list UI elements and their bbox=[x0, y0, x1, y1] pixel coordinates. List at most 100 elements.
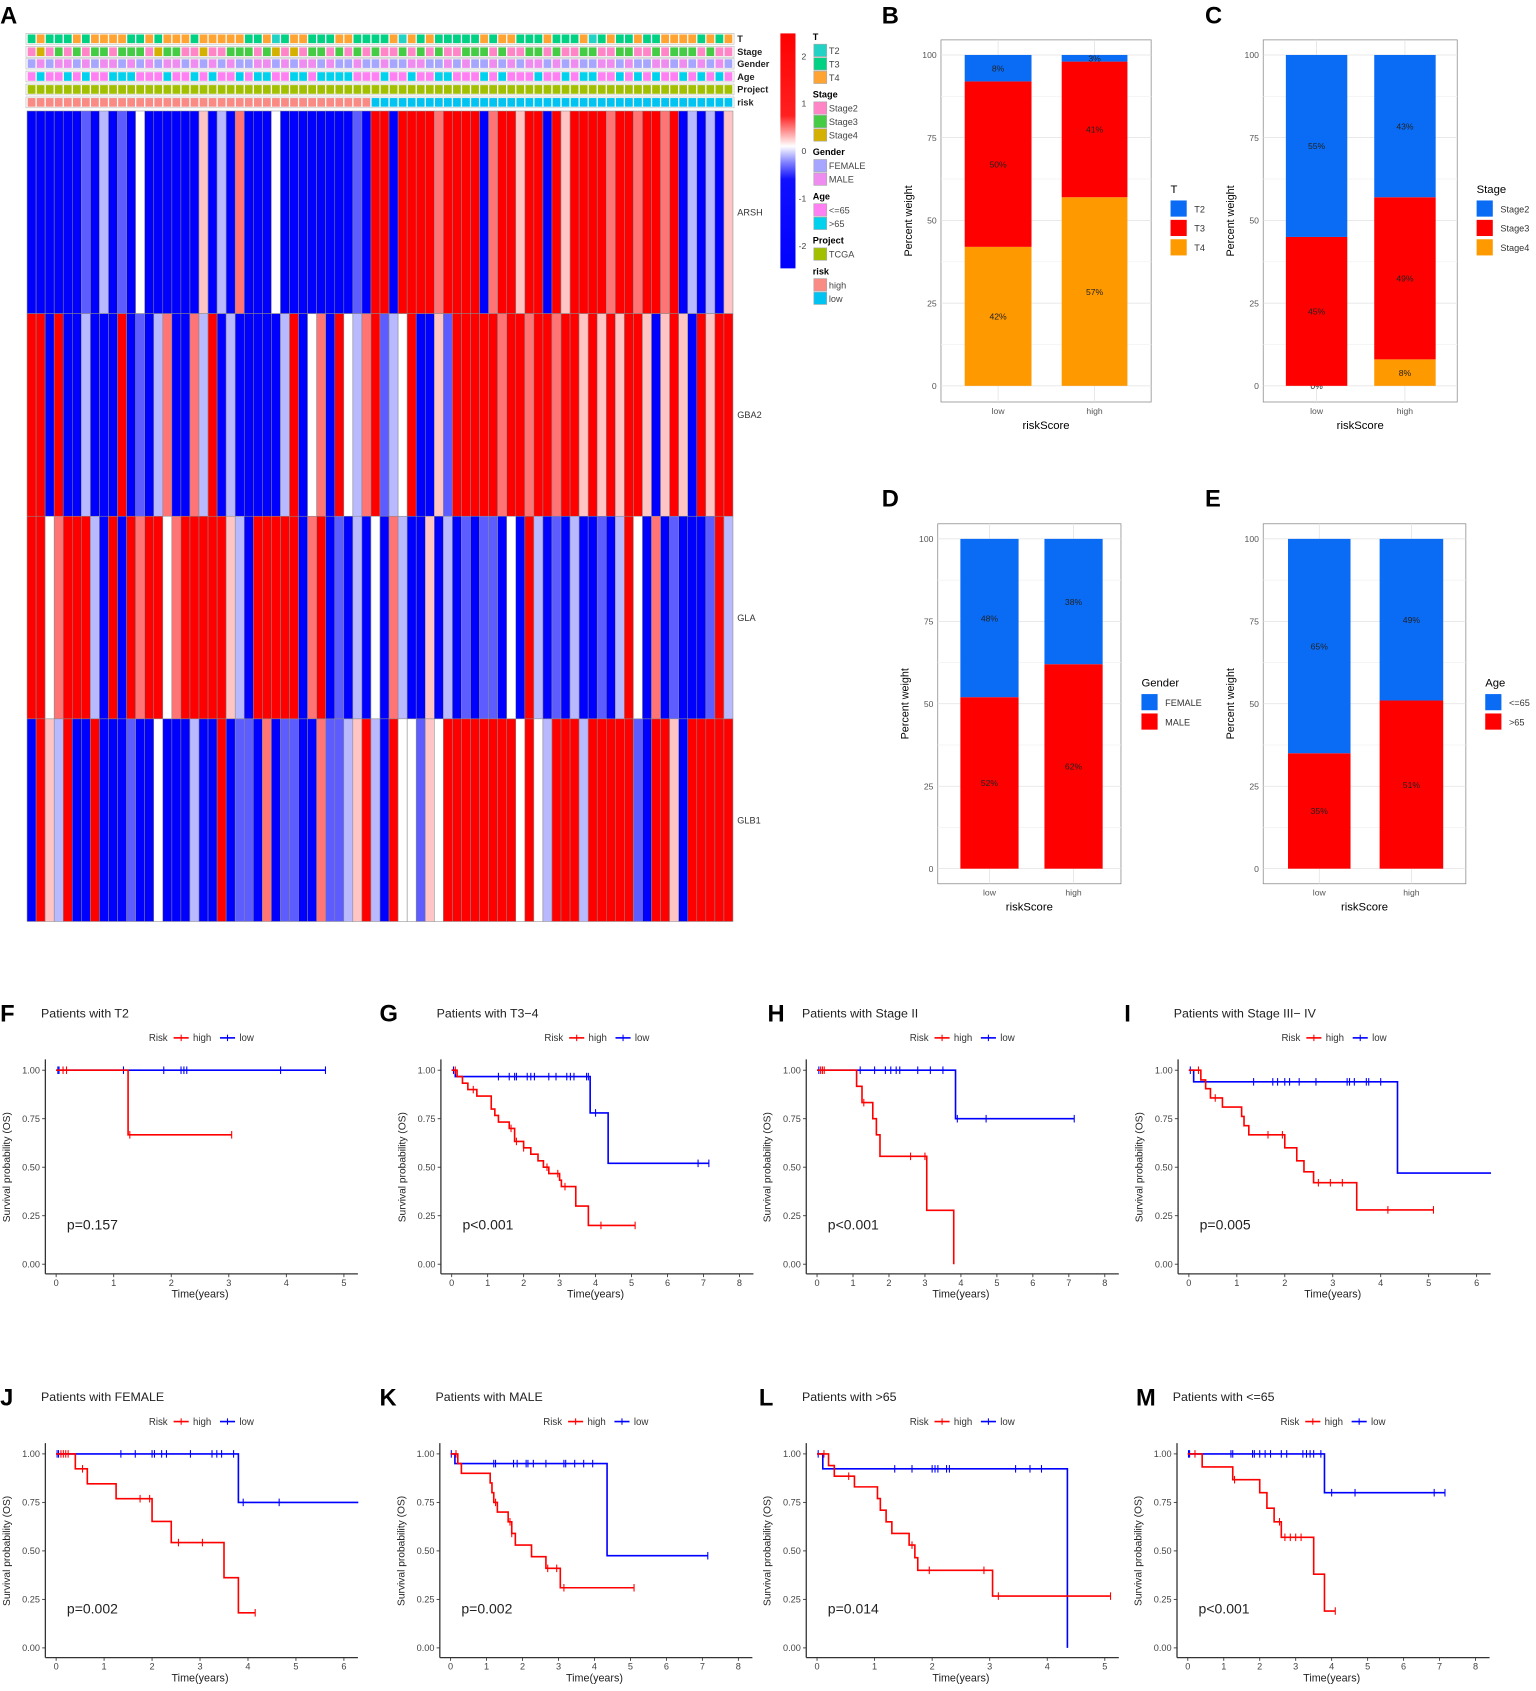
annotation-cell bbox=[244, 59, 253, 68]
annotation-cell bbox=[281, 72, 289, 81]
annotation-cell bbox=[507, 98, 516, 107]
survival-curve-low bbox=[817, 1069, 1075, 1120]
x-tick-label: 3 bbox=[987, 1661, 992, 1671]
heatmap-cell bbox=[325, 718, 336, 922]
annotation-cell bbox=[724, 34, 733, 44]
annotation-cell bbox=[353, 47, 362, 57]
bar-segment bbox=[1061, 54, 1128, 62]
annotation-cell bbox=[525, 47, 534, 57]
annotation-cell bbox=[45, 72, 54, 81]
heatmap-cell bbox=[687, 718, 698, 922]
annotation-cell bbox=[262, 98, 271, 107]
x-axis-title: Time(years) bbox=[932, 1672, 989, 1684]
annotation-cell bbox=[109, 47, 117, 57]
annotation-cell bbox=[444, 72, 452, 81]
heatmap-cell bbox=[669, 515, 679, 720]
annotation-cell bbox=[91, 59, 99, 68]
annotation-cell bbox=[688, 59, 697, 68]
annotation-cell bbox=[100, 85, 108, 94]
heatmap-cell bbox=[35, 515, 46, 720]
legend-label-high: high bbox=[589, 1033, 607, 1044]
panel-label: G bbox=[379, 1002, 397, 1028]
annotation-cell bbox=[371, 85, 380, 94]
heatmap-cell bbox=[379, 718, 390, 922]
annotation-cell bbox=[543, 34, 552, 44]
annotation-cell bbox=[615, 85, 624, 94]
annotation-cell bbox=[63, 72, 72, 81]
annotation-cell bbox=[335, 47, 344, 57]
y-tick-label: 0.00 bbox=[783, 1259, 801, 1269]
y-tick-label: 0.75 bbox=[417, 1498, 435, 1508]
x-axis-title: Time(years) bbox=[566, 1672, 623, 1684]
heatmap-cell bbox=[234, 110, 245, 314]
heatmap-cell bbox=[289, 313, 299, 517]
annotation-cell bbox=[163, 85, 172, 94]
annotation-cell bbox=[63, 59, 72, 68]
heatmap-cell bbox=[108, 718, 118, 922]
annotation-cell bbox=[344, 98, 353, 107]
annotation-cell bbox=[326, 59, 335, 68]
annotation-cell bbox=[579, 47, 588, 57]
heatmap-cell bbox=[53, 515, 64, 720]
annotation-cell bbox=[670, 59, 679, 68]
annotation-cell bbox=[244, 47, 253, 57]
heatmap-cell bbox=[370, 718, 381, 922]
legend-risk: risk high low bbox=[813, 266, 846, 305]
annotation-cell bbox=[262, 59, 271, 68]
heatmap-cell bbox=[515, 110, 526, 314]
annotation-cell bbox=[45, 59, 54, 68]
plot-title: Patients with Stage II bbox=[802, 1006, 918, 1020]
annotation-cell bbox=[389, 85, 398, 94]
heatmap-cell bbox=[624, 515, 634, 720]
annotation-cell bbox=[344, 34, 353, 44]
heatmap-cell bbox=[497, 515, 507, 720]
bar-segment bbox=[1288, 538, 1351, 754]
annotation-cell bbox=[471, 72, 479, 81]
heatmap-cell bbox=[524, 718, 535, 922]
annotation-cell bbox=[100, 59, 108, 68]
y-tick-label: 0.25 bbox=[1154, 1595, 1172, 1605]
annotation-row-label: Age bbox=[737, 72, 754, 82]
annotation-cell bbox=[100, 72, 108, 81]
x-axis-title: Time(years) bbox=[1304, 1289, 1361, 1301]
annotation-cell bbox=[679, 34, 688, 44]
annotation-cell bbox=[281, 47, 289, 57]
heatmap-cell bbox=[596, 718, 607, 922]
heatmap-cell bbox=[243, 515, 254, 720]
annotation-cell bbox=[398, 59, 407, 68]
heatmap-cell bbox=[443, 515, 453, 720]
plot-title: Patients with T3−4 bbox=[437, 1006, 539, 1020]
km-panel-i: I Patients with Stage III− IV Risk high low 0… bbox=[1124, 1002, 1492, 1301]
annotation-cell bbox=[317, 98, 326, 107]
heatmap-cell bbox=[470, 718, 480, 922]
annotation-cell bbox=[72, 85, 81, 94]
annotation-cell bbox=[670, 85, 679, 94]
heatmap-cell bbox=[388, 515, 399, 720]
annotation-cell bbox=[299, 47, 307, 57]
legend-swatch bbox=[813, 101, 828, 115]
heatmap-cell bbox=[524, 110, 535, 314]
annotation-cell bbox=[534, 34, 543, 44]
annotation-cell bbox=[199, 85, 208, 94]
legend-label-high: high bbox=[1325, 1417, 1343, 1428]
heatmap-cell bbox=[171, 110, 182, 314]
heatmap-cell bbox=[343, 515, 354, 720]
x-axis-title: Time(years) bbox=[172, 1289, 229, 1301]
heatmap-cell bbox=[434, 515, 444, 720]
legend-label: TCGA bbox=[829, 250, 855, 260]
y-axis-title: Survival probability (OS) bbox=[1135, 1112, 1146, 1222]
y-tick-label: 25 bbox=[927, 298, 937, 308]
annotation-cell bbox=[45, 34, 54, 44]
annotation-cell bbox=[371, 72, 380, 81]
annotation-cell bbox=[661, 85, 669, 94]
heatmap-cell bbox=[307, 515, 317, 720]
panel-label: L bbox=[759, 1385, 773, 1411]
y-tick-label: 0.75 bbox=[22, 1114, 40, 1124]
x-tick-label: 5 bbox=[994, 1278, 999, 1288]
heatmap-cell bbox=[678, 515, 688, 720]
annotation-cell bbox=[588, 72, 597, 81]
x-tick-label: 1 bbox=[872, 1661, 877, 1671]
p-value: p<0.001 bbox=[462, 1217, 513, 1233]
survival-curve-high bbox=[451, 1069, 636, 1227]
x-tick-label: low bbox=[983, 888, 997, 898]
